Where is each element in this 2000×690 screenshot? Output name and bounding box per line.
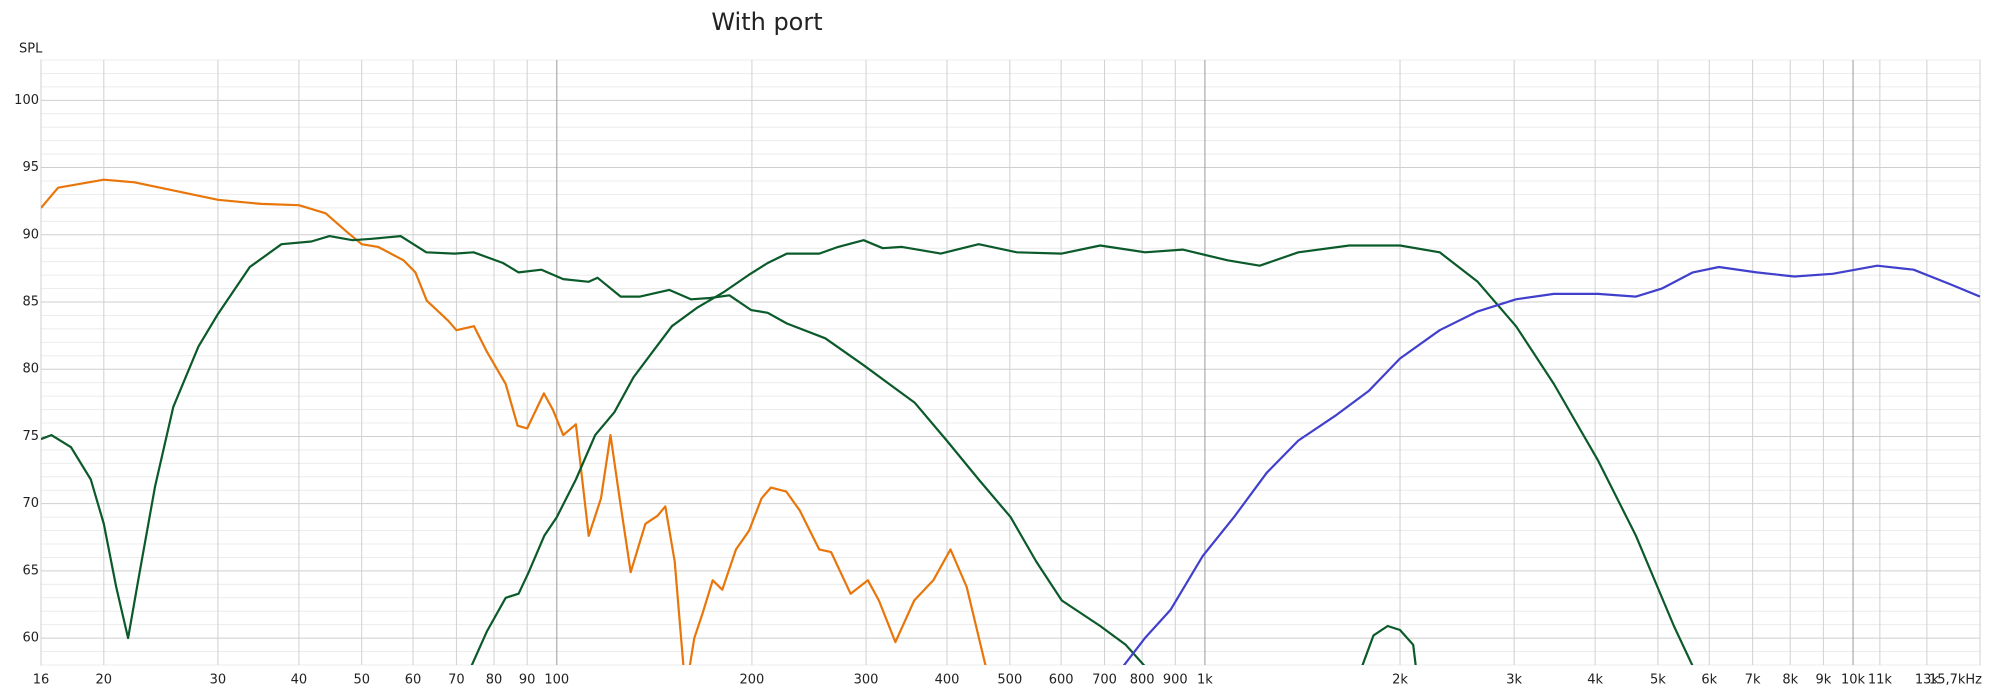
x-tick-label: 15,7kHz [1929, 673, 1982, 688]
x-tick-label: 13k [1915, 673, 1940, 688]
x-tick-label: 11k [1868, 673, 1893, 688]
x-tick-label: 7k [1745, 673, 1761, 688]
x-tick-label: 20 [96, 673, 113, 688]
x-tick-label: 9k [1815, 673, 1831, 688]
series-line [1361, 624, 1417, 665]
x-tick-label: 90 [519, 673, 536, 688]
x-tick-label: 300 [854, 673, 879, 688]
x-tick-label: 70 [448, 673, 465, 688]
y-tick-label: 85 [22, 295, 39, 310]
x-tick-label: 1k [1197, 673, 1213, 688]
series-line [41, 235, 1146, 665]
x-tick-label: 5k [1650, 673, 1666, 688]
x-tick-label: 80 [486, 673, 503, 688]
x-tick-label: 30 [210, 673, 227, 688]
x-tick-label: 200 [740, 673, 765, 688]
x-tick-label: 500 [997, 673, 1022, 688]
x-tick-label: 40 [291, 673, 308, 688]
y-tick-label: 90 [22, 227, 39, 242]
y-tick-label: 65 [22, 563, 39, 578]
x-tick-label: 400 [935, 673, 960, 688]
x-tick-label: 800 [1130, 673, 1155, 688]
plot-area [40, 59, 1981, 666]
x-tick-label: 50 [353, 673, 370, 688]
y-tick-label: 60 [22, 631, 39, 646]
x-tick-label: 8k [1782, 673, 1798, 688]
x-tick-label: 600 [1049, 673, 1074, 688]
x-tick-label: 16 [33, 673, 50, 688]
x-tick-label: 700 [1092, 673, 1117, 688]
x-tick-label: 4k [1587, 673, 1603, 688]
y-axis-label: SPL [19, 42, 43, 57]
x-tick-label: 6k [1701, 673, 1717, 688]
y-tick-label: 95 [22, 160, 39, 175]
y-tick-label: 75 [22, 429, 39, 444]
chart-title: With port [711, 8, 822, 36]
series-line [41, 178, 987, 665]
x-tick-label: 900 [1163, 673, 1188, 688]
x-tick-label: 3k [1506, 673, 1522, 688]
y-tick-label: 70 [22, 496, 39, 511]
x-tick-label: 10k [1841, 673, 1866, 688]
x-tick-label: 100 [544, 673, 569, 688]
x-tick-label: 2k [1392, 673, 1408, 688]
x-tick-label: 60 [405, 673, 422, 688]
y-tick-label: 80 [22, 362, 39, 377]
y-tick-label: 100 [14, 93, 39, 108]
series-line [470, 239, 1694, 665]
series-line [1122, 264, 1980, 665]
